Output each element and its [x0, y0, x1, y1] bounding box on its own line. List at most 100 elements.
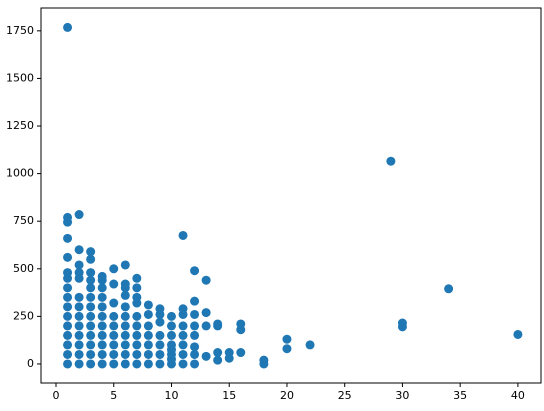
point — [86, 349, 96, 359]
point — [97, 330, 107, 340]
point — [74, 245, 84, 255]
y-tick-label: 1250 — [6, 119, 34, 132]
point — [109, 279, 119, 289]
point — [305, 340, 315, 350]
x-tick-label: 25 — [338, 389, 352, 402]
y-tick-label: 0 — [27, 357, 34, 370]
point — [132, 340, 142, 350]
point — [109, 359, 119, 369]
point — [109, 264, 119, 274]
point — [63, 268, 73, 278]
point — [190, 309, 200, 319]
point — [513, 329, 523, 339]
point — [178, 230, 188, 240]
point — [74, 349, 84, 359]
point — [236, 319, 246, 329]
point — [86, 268, 96, 278]
point — [86, 330, 96, 340]
point — [190, 266, 200, 276]
point — [109, 330, 119, 340]
point — [74, 210, 84, 220]
point — [178, 330, 188, 340]
point — [166, 340, 176, 350]
point — [120, 349, 130, 359]
point — [86, 321, 96, 331]
point — [132, 330, 142, 340]
point — [86, 247, 96, 257]
point — [86, 359, 96, 369]
point — [132, 349, 142, 359]
point — [178, 321, 188, 331]
point — [74, 260, 84, 270]
point — [143, 349, 153, 359]
point — [74, 340, 84, 350]
point — [97, 349, 107, 359]
point — [97, 311, 107, 321]
x-tick-label: 20 — [280, 389, 294, 402]
point — [201, 321, 211, 331]
point — [155, 340, 165, 350]
point — [63, 330, 73, 340]
point — [63, 283, 73, 293]
point — [120, 359, 130, 369]
point — [120, 260, 130, 270]
point — [190, 342, 200, 352]
point — [282, 334, 292, 344]
plot-area — [63, 22, 523, 369]
point — [86, 254, 96, 264]
point — [178, 340, 188, 350]
point — [63, 212, 73, 222]
point — [109, 311, 119, 321]
point — [155, 304, 165, 314]
point — [120, 311, 130, 321]
point — [190, 330, 200, 340]
point — [97, 321, 107, 331]
point — [132, 321, 142, 331]
x-tick-label: 5 — [110, 389, 117, 402]
y-tick-label: 250 — [13, 309, 34, 322]
point — [74, 268, 84, 278]
point — [213, 355, 223, 365]
point — [120, 302, 130, 312]
y-tick-label: 500 — [13, 262, 34, 275]
point — [97, 271, 107, 281]
point — [397, 318, 407, 328]
point — [166, 330, 176, 340]
x-tick-label: 10 — [164, 389, 178, 402]
point — [143, 300, 153, 310]
x-tick-label: 0 — [53, 389, 60, 402]
point — [97, 283, 107, 293]
point — [97, 359, 107, 369]
y-tick-label: 1750 — [6, 24, 34, 37]
point — [132, 283, 142, 293]
point — [63, 252, 73, 262]
point — [63, 233, 73, 243]
point — [120, 321, 130, 331]
point — [109, 349, 119, 359]
x-tick-label: 35 — [453, 389, 467, 402]
point — [190, 321, 200, 331]
point — [109, 298, 119, 308]
point — [155, 317, 165, 327]
y-tick-label: 1500 — [6, 71, 34, 84]
point — [201, 351, 211, 361]
point — [132, 292, 142, 302]
point — [143, 359, 153, 369]
x-tick-label: 30 — [395, 389, 409, 402]
point — [86, 302, 96, 312]
point — [74, 321, 84, 331]
point — [155, 349, 165, 359]
point — [224, 348, 234, 358]
point — [74, 302, 84, 312]
point — [74, 330, 84, 340]
point — [386, 156, 396, 166]
point — [97, 292, 107, 302]
point — [132, 359, 142, 369]
point — [155, 330, 165, 340]
point — [97, 302, 107, 312]
point — [63, 340, 73, 350]
point — [132, 311, 142, 321]
point — [132, 273, 142, 283]
